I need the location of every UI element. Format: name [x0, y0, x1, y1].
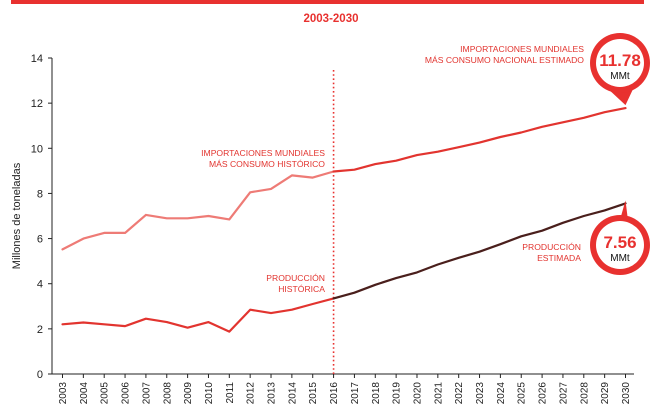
- x-tick-label: 2004: [79, 382, 90, 405]
- y-axis-label: Millones de toneladas: [11, 162, 23, 269]
- x-tick-label: 2014: [287, 382, 298, 405]
- y-tick-label: 12: [31, 98, 43, 110]
- series-line-4: [332, 202, 627, 300]
- series-annotation-1: IMPORTACIONES MUNDIALES: [201, 148, 325, 158]
- y-tick-label: 8: [37, 188, 43, 200]
- x-tick-label: 2025: [517, 382, 528, 405]
- y-tick-label: 0: [37, 369, 43, 381]
- x-tick-label: 2019: [392, 382, 403, 405]
- x-tick-label: 2016: [329, 382, 340, 405]
- series-annotation-3: HISTÓRICA: [278, 284, 325, 294]
- x-tick-label: 2003: [58, 382, 69, 405]
- x-tick-label: 2006: [121, 382, 132, 405]
- x-tick-label: 2030: [621, 382, 632, 405]
- callout-badge-inner: [596, 39, 644, 87]
- chart-subtitle: 2003-2030: [304, 13, 359, 25]
- series-line-2: [332, 106, 627, 173]
- x-tick-label: 2013: [267, 382, 278, 405]
- y-tick-label: 2: [37, 324, 43, 336]
- header-bar: [11, 0, 644, 4]
- series-annotation-4: ESTIMADA: [537, 253, 581, 263]
- y-tick-label: 10: [31, 143, 43, 155]
- y-tick-label: 6: [37, 234, 43, 246]
- x-tick-label: 2022: [454, 382, 465, 405]
- series-annotation-2: IMPORTACIONES MUNDIALES: [460, 44, 584, 54]
- callout-unit: MMt: [610, 71, 630, 82]
- series-annotation-3: PRODUCCIÓN: [266, 273, 325, 283]
- x-tick-label: 2024: [496, 382, 507, 405]
- x-tick-label: 2017: [350, 382, 361, 405]
- x-tick-label: 2011: [225, 382, 236, 404]
- series-annotation-2: MÁS CONSUMO NACIONAL ESTIMADO: [425, 55, 584, 65]
- x-tick-label: 2009: [183, 382, 194, 405]
- series-annotation-4: PRODUCCIÓN: [522, 242, 581, 252]
- series-line-3: [61, 297, 335, 333]
- y-tick-label: 14: [31, 53, 43, 65]
- callout-unit: MMt: [610, 253, 630, 264]
- x-tick-label: 2023: [475, 382, 486, 405]
- callout-value: 11.78: [599, 51, 641, 70]
- x-tick-label: 2007: [141, 382, 152, 405]
- x-tick-label: 2015: [308, 382, 319, 405]
- x-tick-label: 2027: [558, 382, 569, 405]
- x-tick-label: 2029: [600, 382, 611, 405]
- series-line-1: [61, 170, 335, 251]
- x-tick-label: 2010: [204, 382, 215, 405]
- x-tick-label: 2028: [579, 382, 590, 405]
- x-tick-label: 2012: [246, 382, 257, 405]
- callout-value: 7.56: [603, 233, 636, 252]
- x-tick-label: 2021: [433, 382, 444, 405]
- series-annotation-1: MÁS CONSUMO HISTÓRICO: [209, 159, 325, 169]
- x-tick-label: 2005: [100, 382, 111, 405]
- x-tick-label: 2020: [412, 382, 423, 405]
- x-tick-label: 2008: [162, 382, 173, 405]
- x-tick-label: 2026: [538, 382, 549, 405]
- callout-badge-inner: [596, 221, 644, 269]
- x-tick-label: 2018: [371, 382, 382, 405]
- y-tick-label: 4: [37, 279, 43, 291]
